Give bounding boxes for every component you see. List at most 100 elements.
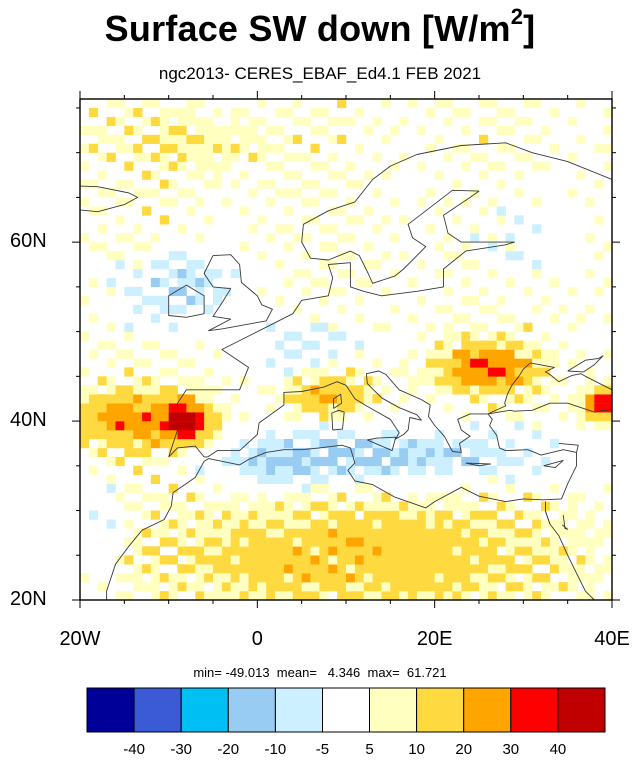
data-cell [292,349,302,359]
data-cell [301,582,311,592]
data-cell [337,403,347,413]
data-cell [381,519,391,529]
data-cell [310,465,320,475]
data-cell [177,161,187,171]
data-cell [221,528,232,538]
data-cell [310,394,320,404]
data-cell [142,152,152,162]
data-cell [248,555,258,565]
data-cell [319,555,329,565]
data-cell [416,573,427,583]
data-cell [204,215,214,225]
data-cell [443,447,453,458]
data-cell [275,143,285,153]
data-cell [354,591,365,601]
data-cell [381,447,391,458]
data-cell [195,474,205,484]
data-cell [549,555,560,565]
data-cell [310,456,320,467]
data-cell [80,143,90,153]
data-cell [337,251,347,261]
data-cell [505,519,515,529]
data-cell [487,349,498,359]
data-cell [133,501,143,511]
data-cell [186,358,196,368]
data-cell [213,537,223,547]
data-cell [425,447,435,458]
data-cell [230,394,240,404]
data-cell [275,510,285,520]
data-cell [416,367,427,377]
data-cell [514,349,524,359]
data-cell [106,251,116,261]
data-cell [159,492,169,502]
data-cell [346,456,356,467]
data-cell [337,331,347,341]
data-cell [177,152,187,162]
data-cell [399,573,409,583]
data-cell [346,555,356,565]
data-cell [115,555,125,565]
data-cell [443,519,453,529]
data-cell [328,134,338,144]
data-cell [301,501,311,511]
data-cell [328,492,338,502]
data-cell [452,313,462,323]
data-cell [213,349,223,359]
data-cell [266,179,276,189]
data-cell [532,492,542,502]
data-cell [142,546,152,556]
data-cell [523,447,533,458]
data-cell [275,260,285,270]
data-cell [195,394,205,404]
data-cell [399,555,409,565]
data-cell [133,430,143,440]
data-cell [452,564,462,574]
data-cell [479,134,489,144]
data-cell [310,143,320,153]
data-cell [195,465,205,475]
data-cell [541,385,551,395]
data-cell [301,197,311,207]
data-cell [594,403,604,413]
data-cell [80,197,90,207]
data-cell [168,286,178,297]
data-cell [558,376,568,386]
data-cell [159,152,169,162]
data-cell [292,304,302,314]
data-cell [195,376,205,386]
data-cell [159,125,169,135]
colorbar-label: 40 [549,741,567,758]
data-cell [479,99,489,109]
data-cell [204,116,214,127]
stats-line: min= -49.013 mean= 4.346 max= 61.721 [193,665,447,680]
data-cell [88,125,99,135]
data-cell [301,573,311,583]
data-cell [168,269,178,279]
data-cell [213,107,223,118]
data-cell [346,501,356,511]
data-cell [195,510,205,520]
data-cell [124,447,134,458]
data-cell [133,107,143,118]
data-cell [133,385,143,395]
data-cell [470,376,480,386]
data-cell [328,322,338,332]
colorbar-label: -10 [264,741,287,758]
data-cell [523,510,533,520]
data-cell [292,573,302,583]
data-cell [195,143,205,153]
data-cell [479,116,489,127]
data-cell [496,537,506,547]
data-cell [363,573,373,583]
data-cell [425,394,435,404]
data-cell [204,421,214,431]
data-cell [354,340,365,350]
data-cell [381,501,391,511]
data-cell [408,537,418,547]
data-cell [213,421,223,431]
data-cell [177,116,187,127]
data-cell [310,519,320,529]
data-cell [133,447,143,458]
data-cell [310,179,320,189]
